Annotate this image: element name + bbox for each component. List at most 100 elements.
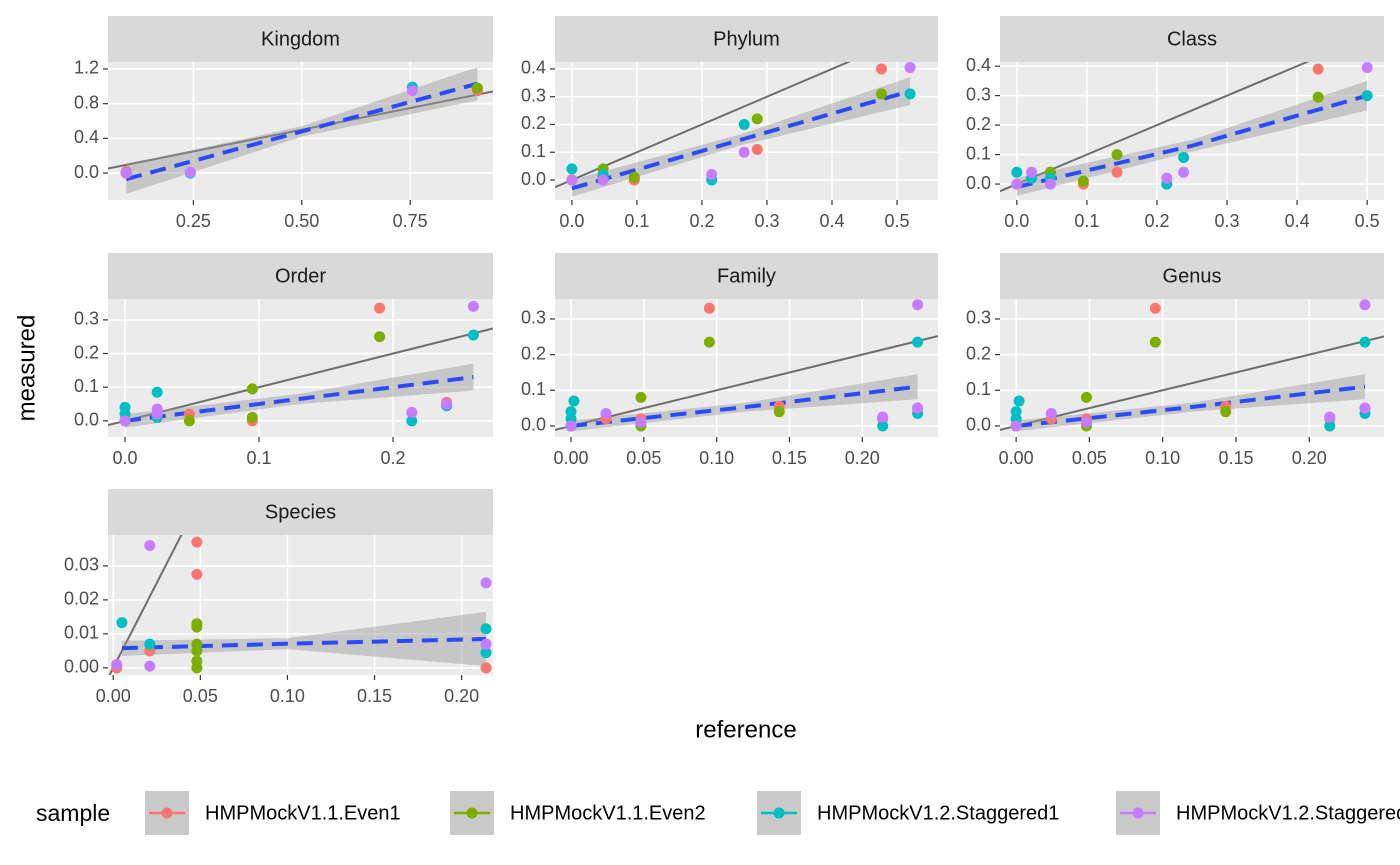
data-point — [480, 662, 492, 674]
data-point — [191, 662, 203, 674]
data-point — [191, 645, 203, 657]
legend-key-point — [466, 807, 478, 819]
data-point — [912, 402, 924, 414]
facet-title: Kingdom — [261, 28, 340, 50]
fit-line — [570, 384, 918, 428]
y-tick-label: 0.3 — [74, 309, 99, 329]
data-point — [773, 406, 785, 418]
confidence-band — [121, 611, 487, 667]
data-point — [374, 331, 386, 343]
data-point — [1011, 166, 1023, 178]
data-point — [1080, 391, 1092, 403]
data-point — [120, 167, 132, 179]
plot-area — [108, 535, 487, 675]
x-tick-label: 0.2 — [381, 448, 406, 468]
data-point — [480, 577, 492, 589]
data-point — [1080, 416, 1092, 428]
data-point — [1026, 166, 1038, 178]
data-point — [738, 118, 750, 130]
legend-key-point — [161, 807, 173, 819]
data-point — [912, 336, 924, 348]
data-point — [1111, 149, 1123, 161]
data-point — [1312, 63, 1324, 75]
plot-area — [555, 62, 911, 197]
data-point — [151, 408, 163, 420]
data-point — [191, 536, 203, 548]
x-tick-label: 0.4 — [1285, 211, 1310, 231]
x-tick-label: 0.4 — [819, 211, 844, 231]
facet-strip — [108, 16, 493, 62]
data-point — [566, 174, 578, 186]
data-point — [566, 163, 578, 175]
data-point — [183, 415, 195, 427]
data-point — [1013, 395, 1025, 407]
plot-area — [108, 67, 493, 194]
data-point — [406, 85, 418, 97]
data-point — [751, 113, 763, 125]
data-point — [144, 540, 156, 552]
y-tick-label: 0.3 — [966, 84, 991, 104]
data-point — [406, 415, 418, 427]
data-point — [1010, 420, 1022, 432]
data-point — [1077, 175, 1089, 187]
data-point — [480, 638, 492, 650]
y-tick-label: 0.0 — [521, 415, 546, 435]
x-tick-label: 0.5 — [885, 211, 910, 231]
data-point — [738, 146, 750, 158]
x-tick-label: 0.05 — [1072, 448, 1107, 468]
data-point — [467, 329, 479, 341]
panel — [555, 62, 938, 200]
x-tick-label: 0.5 — [1355, 211, 1380, 231]
data-point — [1312, 91, 1324, 103]
fit-line — [124, 375, 474, 423]
facet-strip — [555, 253, 938, 299]
data-point — [1361, 90, 1373, 102]
x-tick-label: 0.20 — [444, 686, 479, 706]
legend-key-point — [1132, 807, 1144, 819]
x-tick-label: 0.50 — [284, 211, 319, 231]
facet-strip — [1000, 16, 1384, 62]
y-tick-label: 0.2 — [966, 343, 991, 363]
y-tick-label: 0.1 — [966, 143, 991, 163]
facet-strip — [108, 253, 493, 299]
data-point — [441, 398, 453, 410]
data-point — [246, 383, 258, 395]
panel — [1000, 62, 1384, 200]
x-tick-label: 0.10 — [270, 686, 305, 706]
y-tick-label: 0.1 — [74, 376, 99, 396]
y-tick-label: 0.0 — [966, 415, 991, 435]
y-tick-label: 0.3 — [966, 308, 991, 328]
data-point — [1220, 406, 1232, 418]
x-tick-label: 0.15 — [357, 686, 392, 706]
facet-strip — [555, 16, 938, 62]
panel — [108, 535, 493, 675]
data-point — [628, 171, 640, 183]
y-tick-label: 0.0 — [966, 173, 991, 193]
y-tick-label: 0.1 — [966, 379, 991, 399]
y-tick-label: 0.2 — [521, 113, 546, 133]
data-point — [191, 568, 203, 580]
x-tick-label: 0.0 — [1004, 211, 1029, 231]
identity-line — [555, 335, 938, 431]
data-point — [119, 415, 131, 427]
facet-strip — [1000, 253, 1384, 299]
data-point — [1045, 407, 1057, 419]
y-tick-label: 0.4 — [74, 127, 99, 147]
data-point — [706, 168, 718, 180]
data-point — [635, 416, 647, 428]
facet-title: Species — [265, 501, 336, 523]
data-point — [480, 647, 492, 659]
y-tick-label: 0.1 — [521, 141, 546, 161]
plot-area — [555, 335, 938, 432]
plot-area — [1000, 335, 1384, 432]
panel — [108, 299, 493, 437]
plot-area — [1000, 62, 1368, 196]
data-point — [703, 336, 715, 348]
y-tick-label: 0.4 — [521, 58, 546, 78]
y-tick-label: 0.03 — [64, 555, 99, 575]
data-point — [877, 411, 889, 423]
data-point — [467, 300, 479, 312]
y-tick-label: 0.0 — [74, 410, 99, 430]
fit-line — [125, 81, 478, 182]
